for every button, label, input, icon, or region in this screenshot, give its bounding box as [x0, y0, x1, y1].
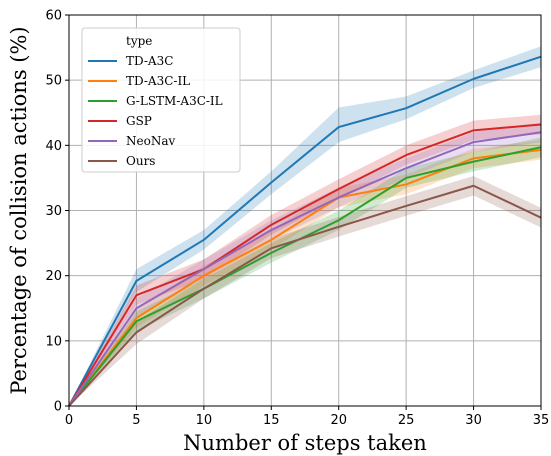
legend-label: NeoNav: [126, 134, 175, 148]
y-tick-label: 40: [45, 139, 62, 154]
legend-label: TD-A3C: [126, 54, 173, 68]
line-series-1: [68, 148, 542, 407]
legend-box: [81, 27, 241, 173]
x-axis-ticks: 0 5 10 15 20 25 30 35: [65, 406, 549, 428]
x-tick-label: 25: [398, 413, 415, 428]
y-axis-ticks: 0 10 20 30 40 50 60: [45, 9, 69, 415]
y-tick-label: 10: [45, 334, 62, 349]
y-axis-title: Percentage of collision actions (%): [7, 26, 31, 394]
y-tick-label: 50: [45, 74, 62, 89]
y-tick-label: 20: [45, 269, 62, 284]
confidence-bands: [69, 46, 541, 407]
legend-label: Ours: [126, 154, 155, 168]
line-series-5: [68, 184, 542, 407]
x-tick-label: 5: [132, 413, 140, 428]
x-tick-label: 0: [65, 413, 73, 428]
y-tick-label: 60: [45, 9, 62, 24]
legend-label: TD-A3C-IL: [126, 74, 190, 88]
legend-title: type: [126, 34, 152, 48]
legend-label: GSP: [126, 114, 152, 128]
line-series-4: [68, 131, 542, 407]
x-tick-label: 10: [196, 413, 213, 428]
series-lines: [68, 55, 542, 407]
y-tick-label: 0: [54, 400, 62, 415]
x-axis-title: Number of steps taken: [183, 431, 427, 455]
legend-items: TD-A3C TD-A3C-IL G-LSTM-A3C-IL GSP NeoNav Our…: [88, 54, 223, 168]
legend: type TD-A3C TD-A3C-IL G-LSTM-A3C-IL GSP NeoN…: [81, 27, 241, 173]
line-series-3: [68, 123, 542, 407]
x-tick-label: 15: [263, 413, 280, 428]
band-series-2: [69, 137, 541, 406]
x-tick-label: 35: [533, 413, 550, 428]
y-tick-label: 30: [45, 204, 62, 219]
x-tick-label: 20: [330, 413, 347, 428]
legend-label: G-LSTM-A3C-IL: [126, 94, 223, 108]
grid: [68, 14, 542, 407]
line-series-0: [68, 55, 542, 407]
band-series-5: [69, 175, 541, 406]
x-tick-label: 30: [465, 413, 482, 428]
